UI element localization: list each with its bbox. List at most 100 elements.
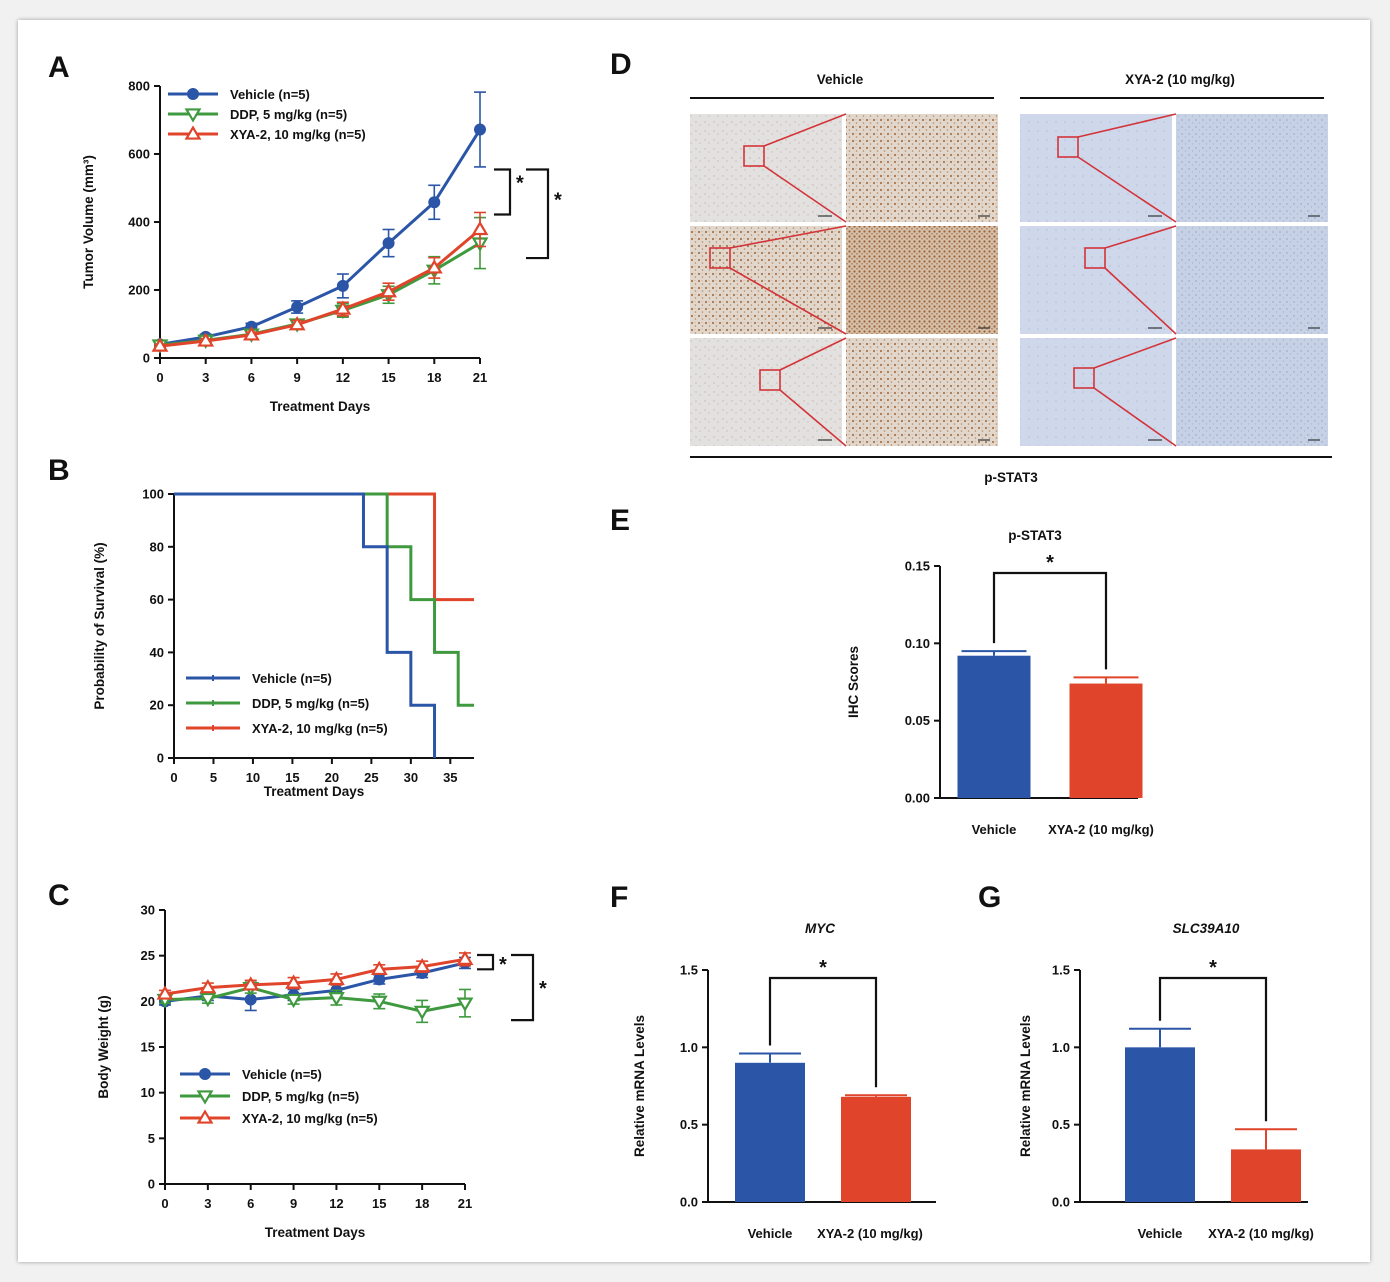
chart-c-data-point [456, 997, 474, 1012]
chart-b-y-tick-label: 60 [150, 592, 164, 607]
chart-b-y-tick-label: 20 [150, 698, 164, 713]
chart-b-x-tick-label: 5 [210, 770, 217, 785]
chart-c-y-tick-label: 15 [141, 1040, 155, 1055]
chart-f-y-tick-label: 1.5 [680, 963, 698, 978]
ihc-zoom-image [1176, 338, 1328, 446]
chart-f-sig-star: * [819, 957, 827, 979]
chart-a-sig-star: * [554, 189, 562, 211]
ihc-zoom-region-box [1057, 136, 1079, 158]
chart-a-x-tick-label: 12 [336, 370, 350, 385]
chart-a-y-tick-label: 600 [128, 147, 150, 162]
ihc-zoom-connector [729, 225, 847, 249]
chart-a-x-tick-label: 3 [202, 370, 209, 385]
chart-c-data-point [328, 992, 345, 1007]
chart-g-x-tick-label: Vehicle [1138, 1226, 1183, 1241]
ihc-zoom-connector [763, 113, 847, 147]
ihc-zoom-region-box [1084, 247, 1106, 269]
panel-letter-e: E [610, 504, 630, 537]
chart-c-y-tick-label: 10 [141, 1085, 155, 1100]
chart-f-sig-bracket [768, 976, 878, 1088]
chart-b-x-tick-label: 20 [325, 770, 339, 785]
chart-c-sig-star: * [539, 978, 547, 1000]
chart-c-body-weight: 0 5 10 15 20 25 30 Body Weight (g) 0 3 6 9 12 15 18 21 T… [96, 903, 547, 1241]
chart-b-legend-label: XYA-2, 10 mg/kg (n=5) [252, 721, 388, 736]
chart-c-sig-bracket [477, 953, 495, 971]
chart-g-chart-title: SLC39A10 [1173, 921, 1240, 936]
ihc-tile-grid [690, 113, 1328, 447]
ihc-zoom-connector [1077, 113, 1177, 138]
chart-b-x-tick-label: 30 [404, 770, 418, 785]
chart-c-y-tick-label: 30 [141, 903, 155, 918]
chart-f-chart-title: MYC [805, 921, 835, 936]
chart-g-y-tick-label: 1.0 [1052, 1040, 1070, 1055]
chart-a-x-tick-label: 0 [156, 370, 163, 385]
chart-a-tumor-volume: 0 200 400 600 800 Tumor Volume (mm³) 0 3 6 9 12 15 1… [81, 79, 562, 415]
chart-g-y-tick-label: 0.5 [1052, 1117, 1070, 1132]
chart-g-slc39a10: 0.0 0.5 1.0 1.5 Relative mRNA Levels SLC39A10… [1018, 921, 1314, 1241]
chart-e-sig-bracket [992, 571, 1108, 670]
ihc-zoom-connector [1093, 387, 1177, 447]
chart-b-y-tick-label: 80 [150, 539, 164, 554]
chart-a-data-point [197, 332, 215, 347]
chart-b-survival: 0 20 40 60 80 100 Probability of Survival (%) 0… [92, 487, 474, 799]
ihc-zoom-region-box [759, 369, 781, 391]
panel-letter-b: B [48, 454, 70, 487]
ihc-zoom-region-box [709, 247, 731, 269]
chart-g-y-axis-label: Relative mRNA Levels [1018, 1015, 1033, 1157]
chart-f-myc: 0.0 0.5 1.0 1.5 Relative mRNA Levels MYC Vehic… [632, 921, 936, 1241]
ihc-zoom-connector [1104, 267, 1177, 335]
ihc-zoom-image [846, 338, 998, 446]
ihc-zoom-connector [1104, 225, 1177, 249]
chart-c-y-tick-label: 0 [148, 1177, 155, 1192]
chart-c-sig-star: * [499, 954, 507, 976]
chart-b-y-tick-label: 0 [157, 751, 164, 766]
chart-a-x-tick-label: 15 [381, 370, 395, 385]
ihc-zoom-connector [779, 389, 847, 447]
chart-a-legend-marker [187, 88, 199, 100]
chart-f-x-tick-label: Vehicle [748, 1226, 793, 1241]
chart-c-legend-marker [199, 1068, 211, 1080]
panel-letter-f: F [610, 881, 628, 914]
chart-a-data-point [334, 300, 352, 315]
ihc-zoom-image [1176, 226, 1328, 334]
chart-e-x-tick-label: XYA-2 (10 mg/kg) [1048, 822, 1154, 837]
chart-b-survival-curve [174, 492, 437, 758]
chart-c-legend-marker [196, 1109, 214, 1124]
ihc-zoom-image [1176, 114, 1328, 222]
chart-c-data-point [285, 974, 302, 989]
chart-c-data-point [370, 995, 388, 1011]
chart-b-x-tick-label: 0 [170, 770, 177, 785]
chart-f-y-tick-label: 1.0 [680, 1040, 698, 1055]
chart-c-legend-label: DDP, 5 mg/kg (n=5) [242, 1089, 359, 1104]
ihc-zoom-connector [1077, 156, 1177, 223]
chart-g-y-tick-label: 0.0 [1052, 1195, 1070, 1210]
panel-letter-a: A [48, 51, 70, 84]
chart-a-y-tick-label: 800 [128, 79, 150, 94]
chart-a-data-point [288, 316, 306, 331]
chart-a-data-point [336, 279, 349, 292]
ihc-overview-image [690, 338, 842, 446]
chart-c-y-tick-label: 20 [141, 994, 155, 1009]
chart-c-data-point [373, 973, 386, 986]
ihc-overview-image [1020, 226, 1172, 334]
chart-a-data-point [380, 283, 397, 298]
chart-a-y-tick-label: 200 [128, 283, 150, 298]
chart-e-y-tick-label: 0.05 [905, 713, 930, 728]
ihc-zoom-image [846, 114, 998, 222]
chart-g-bar [1125, 1047, 1195, 1202]
chart-c-data-point [413, 1005, 431, 1021]
stain-label-pstat3: p-STAT3 [984, 470, 1038, 485]
chart-a-y-tick-label: 0 [143, 351, 150, 366]
chart-f-bar [841, 1096, 911, 1202]
chart-a-sig-bracket [526, 168, 550, 260]
chart-f-y-axis-label: Relative mRNA Levels [632, 1015, 647, 1157]
ihc-zoom-region-box [743, 145, 765, 167]
chart-a-data-point [151, 337, 169, 352]
chart-c-x-axis-label: Treatment Days [265, 1225, 366, 1240]
chart-c-data-point [285, 993, 302, 1009]
panel-letter-d: D [610, 48, 632, 81]
ihc-zoom-connector [779, 337, 847, 371]
group-label-xya2: XYA-2 (10 mg/kg) [1125, 72, 1235, 87]
chart-g-bar [1231, 1149, 1301, 1202]
